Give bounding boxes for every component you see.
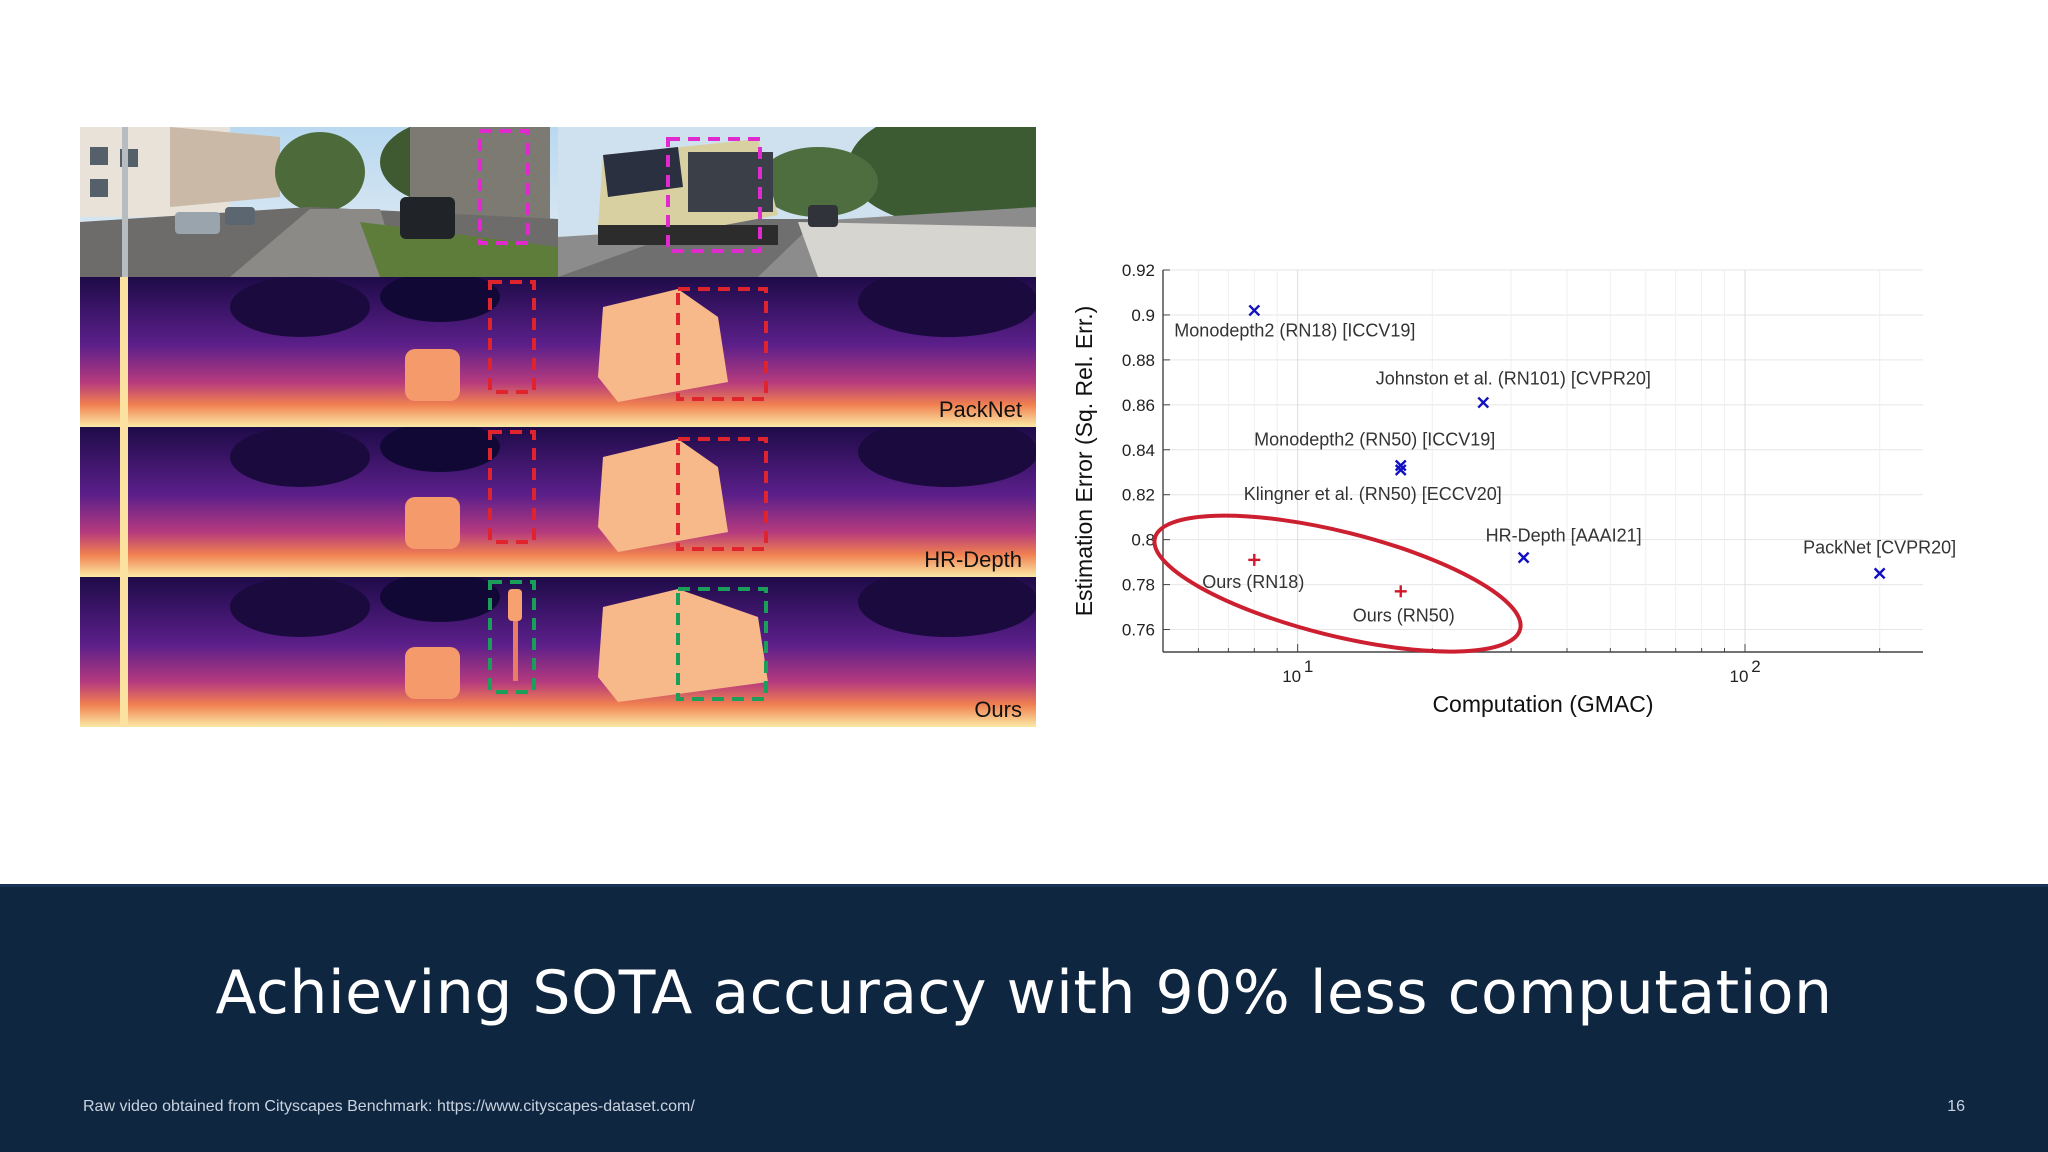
- input-image-street: [80, 127, 558, 277]
- data-point: Johnston et al. (RN101) [CVPR20]: [1376, 369, 1651, 409]
- point-label: HR-Depth [AAAI21]: [1486, 526, 1642, 546]
- point-label: Monodepth2 (RN18) [ICCV19]: [1174, 320, 1415, 340]
- point-label: Johnston et al. (RN101) [CVPR20]: [1376, 369, 1651, 389]
- x-tick-label: 10: [1282, 667, 1301, 686]
- packnet-depth-street: [80, 277, 558, 427]
- slide-footer: [0, 884, 2048, 1152]
- marker-x: [1873, 567, 1886, 580]
- data-points: Monodepth2 (RN18) [ICCV19] Johnston et al…: [1174, 304, 1956, 625]
- y-tick-label: 0.9: [1131, 306, 1155, 325]
- y-tick-label: 0.84: [1122, 441, 1155, 460]
- x-tick-exponent: 2: [1751, 657, 1760, 676]
- input-image-tram: [558, 127, 1036, 277]
- marker-x: [1248, 304, 1261, 317]
- page-number: 16: [1947, 1098, 1965, 1115]
- row-label-packnet: PackNet: [938, 397, 1022, 422]
- hrdepth-depth-street: [80, 427, 558, 577]
- data-point: Ours (RN18): [1202, 553, 1304, 592]
- data-point: PackNet [CVPR20]: [1803, 537, 1956, 580]
- y-axis-title: Estimation Error (Sq. Rel. Err.): [1071, 306, 1097, 617]
- ours-depth-row: Ours: [80, 577, 1036, 727]
- data-point: Monodepth2 (RN18) [ICCV19]: [1174, 304, 1415, 340]
- ours-highlight-ellipse: [1152, 513, 1523, 654]
- row-label-ours: Ours: [974, 697, 1022, 722]
- point-label: PackNet [CVPR20]: [1803, 537, 1956, 557]
- hrdepth-depth-row: HR-Depth: [80, 427, 1036, 577]
- packnet-depth-tram: PackNet: [558, 277, 1036, 427]
- packnet-depth-row: PackNet: [80, 277, 1036, 427]
- x-tick-label: 10: [1730, 667, 1749, 686]
- data-point: Ours (RN50): [1353, 585, 1455, 625]
- row-label-hrdepth: HR-Depth: [924, 547, 1022, 572]
- hrdepth-depth-tram: HR-Depth: [558, 427, 1036, 577]
- y-tick-labels: 0.76 0.78 0.8 0.82 0.84 0.86 0.88 0.9 0.92: [1122, 261, 1155, 640]
- qualitative-comparison-panel: PackNet HR-Depth: [80, 127, 1036, 727]
- y-tick-label: 0.8: [1131, 531, 1155, 550]
- marker-x: [1517, 551, 1530, 564]
- marker-x: [1477, 396, 1490, 409]
- y-tick-label: 0.88: [1122, 351, 1155, 370]
- chart-axes: [1162, 269, 1923, 653]
- point-label: Ours (RN18): [1202, 572, 1304, 592]
- ours-depth-street: [80, 577, 558, 727]
- input-image-row: [80, 127, 1036, 277]
- marker-x: [1394, 464, 1407, 476]
- plot-area: [1163, 270, 1923, 652]
- chart-grid: [1162, 269, 1923, 652]
- point-label: Klingner et al. (RN50) [ECCV20]: [1244, 484, 1502, 504]
- y-tick-label: 0.76: [1122, 621, 1155, 640]
- data-point: Monodepth2 (RN50) [ICCV19]: [1254, 429, 1495, 472]
- x-axis-title: Computation (GMAC): [1432, 691, 1653, 717]
- y-tick-label: 0.78: [1122, 576, 1155, 595]
- slide-headline: Achieving SOTA accuracy with 90% less co…: [215, 958, 1833, 1028]
- source-note: Raw video obtained from Cityscapes Bench…: [83, 1098, 695, 1115]
- point-label: Ours (RN50): [1353, 605, 1455, 625]
- y-tick-label: 0.86: [1122, 396, 1155, 415]
- data-point: HR-Depth [AAAI21]: [1486, 526, 1642, 564]
- ours-depth-tram: Ours: [558, 577, 1036, 727]
- y-tick-label: 0.92: [1122, 261, 1155, 280]
- marker-x: [1394, 459, 1407, 472]
- x-tick-exponent: 1: [1304, 657, 1313, 676]
- footer-accent-line: [0, 884, 2048, 887]
- computation-vs-error-chart: 0.760.780.80.820.840.860.880.90.92 10110…: [1071, 261, 1956, 717]
- y-tick-label: 0.82: [1122, 486, 1155, 505]
- data-point: Klingner et al. (RN50) [ECCV20]: [1244, 464, 1502, 504]
- point-label: Monodepth2 (RN50) [ICCV19]: [1254, 429, 1495, 449]
